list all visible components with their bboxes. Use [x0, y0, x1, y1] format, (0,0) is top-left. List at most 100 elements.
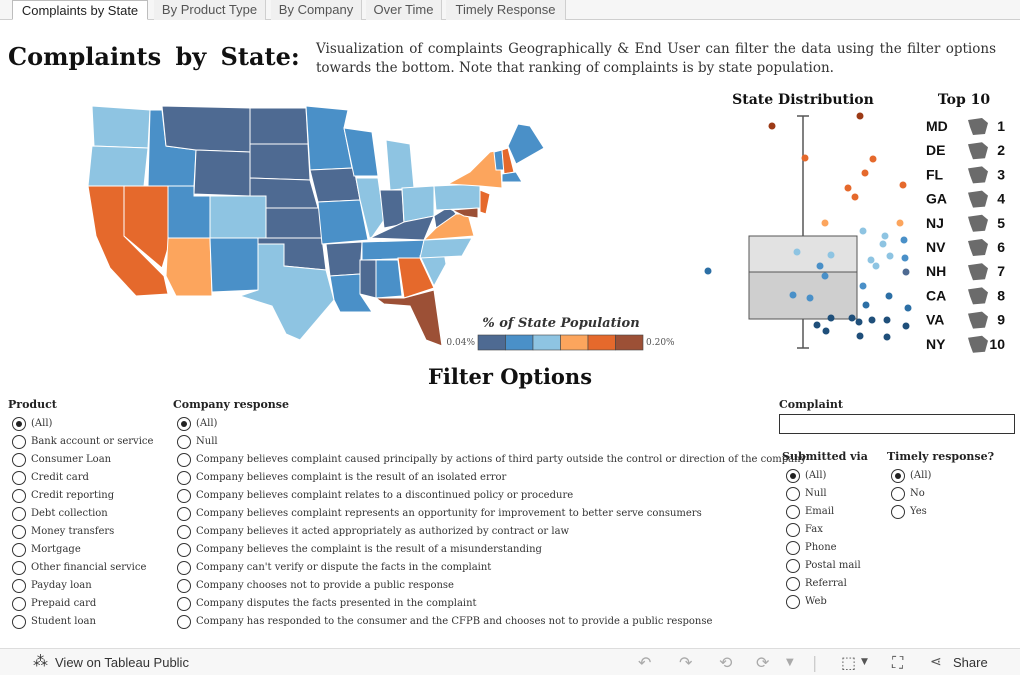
- tab-timely-response[interactable]: Timely Response: [446, 0, 566, 20]
- radio-button-icon[interactable]: [177, 435, 191, 449]
- refresh-dropdown-icon[interactable]: ▼: [786, 657, 794, 668]
- top10-state-label: NV: [926, 239, 946, 255]
- radio-button-icon[interactable]: [786, 487, 800, 501]
- distribution-point: [900, 236, 908, 244]
- state-KS[interactable]: [265, 207, 323, 239]
- state-CO[interactable]: [209, 195, 267, 239]
- radio-button-icon[interactable]: [12, 561, 26, 575]
- state-NM[interactable]: [209, 237, 259, 293]
- radio-button-icon[interactable]: [177, 615, 191, 629]
- us-choropleth-map[interactable]: [87, 105, 545, 347]
- radio-option-label: Company can't verify or dispute the fact…: [196, 562, 492, 573]
- state-ME[interactable]: [507, 123, 545, 165]
- share-icon[interactable]: ⋖: [930, 654, 942, 670]
- download-icon[interactable]: ⬚: [841, 653, 857, 672]
- radio-button-icon[interactable]: [12, 489, 26, 503]
- radio-button-icon[interactable]: [786, 469, 800, 483]
- undo-icon[interactable]: ↶: [638, 653, 652, 672]
- state-MD[interactable]: [450, 207, 479, 219]
- complaint-search-input[interactable]: [779, 414, 1015, 434]
- distribution-point: [861, 169, 869, 177]
- download-dropdown-icon[interactable]: ▼: [861, 657, 868, 667]
- state-WA[interactable]: [91, 105, 151, 149]
- share-button[interactable]: Share: [953, 655, 988, 670]
- radio-button-icon[interactable]: [177, 417, 191, 431]
- tab-over-time[interactable]: Over Time: [366, 0, 442, 20]
- state-TX[interactable]: [238, 243, 335, 341]
- radio-button-icon[interactable]: [12, 579, 26, 593]
- state-MI[interactable]: [385, 139, 415, 191]
- radio-button-icon[interactable]: [891, 505, 905, 519]
- state-IN[interactable]: [379, 189, 405, 229]
- state-IL[interactable]: [355, 177, 385, 242]
- radio-button-icon[interactable]: [177, 453, 191, 467]
- state-NC[interactable]: [419, 237, 473, 259]
- radio-button-icon[interactable]: [12, 471, 26, 485]
- distribution-point: [848, 314, 856, 322]
- fullscreen-icon[interactable]: ⛶: [892, 653, 904, 672]
- radio-button-icon[interactable]: [12, 615, 26, 629]
- radio-button-icon[interactable]: [177, 507, 191, 521]
- radio-button-icon[interactable]: [12, 597, 26, 611]
- radio-option-label: Company believes complaint is the result…: [196, 472, 507, 483]
- state-MT[interactable]: [161, 105, 251, 153]
- state-MO[interactable]: [317, 199, 369, 245]
- tab-by-product-type[interactable]: By Product Type: [154, 0, 266, 20]
- state-IA[interactable]: [309, 167, 361, 203]
- state-WY[interactable]: [193, 149, 251, 197]
- tab-by-company[interactable]: By Company: [271, 0, 362, 20]
- radio-button-icon[interactable]: [177, 597, 191, 611]
- radio-button-icon[interactable]: [177, 489, 191, 503]
- redo-icon[interactable]: ↷: [679, 653, 693, 672]
- radio-button-icon[interactable]: [786, 595, 800, 609]
- state-FL[interactable]: [374, 289, 443, 347]
- radio-button-icon[interactable]: [12, 507, 26, 521]
- radio-button-icon[interactable]: [12, 525, 26, 539]
- radio-button-icon[interactable]: [12, 435, 26, 449]
- state-OR[interactable]: [87, 145, 149, 187]
- radio-button-icon[interactable]: [891, 469, 905, 483]
- state-GA[interactable]: [397, 257, 435, 299]
- distribution-point: [822, 327, 830, 335]
- radio-button-icon[interactable]: [177, 525, 191, 539]
- radio-button-icon[interactable]: [786, 577, 800, 591]
- radio-option-label: Company chooses not to provide a public …: [196, 580, 454, 591]
- state-NY[interactable]: [446, 149, 503, 189]
- radio-button-icon[interactable]: [12, 453, 26, 467]
- top10-rank-label: 8: [997, 287, 1005, 303]
- radio-button-icon[interactable]: [177, 471, 191, 485]
- radio-button-icon[interactable]: [12, 543, 26, 557]
- refresh-icon[interactable]: ⟳: [756, 653, 770, 672]
- state-MN[interactable]: [305, 105, 353, 171]
- top10-state-shape-icon: [968, 287, 988, 305]
- radio-option-label: Prepaid card: [31, 598, 97, 609]
- radio-button-icon[interactable]: [786, 541, 800, 555]
- view-on-tableau-public-link[interactable]: View on Tableau Public: [55, 655, 189, 670]
- radio-button-icon[interactable]: [786, 505, 800, 519]
- state-MA[interactable]: [501, 171, 523, 183]
- state-AR[interactable]: [325, 241, 363, 277]
- state-AL[interactable]: [375, 259, 403, 299]
- distribution-point: [789, 291, 797, 299]
- top10-state-shape-icon: [968, 166, 988, 184]
- tab-complaints-by-state[interactable]: Complaints by State: [12, 0, 148, 20]
- state-PA[interactable]: [433, 183, 481, 211]
- state-MS[interactable]: [359, 259, 377, 299]
- radio-button-icon[interactable]: [786, 523, 800, 537]
- state-NJ[interactable]: [479, 189, 491, 215]
- radio-button-icon[interactable]: [177, 561, 191, 575]
- radio-button-icon[interactable]: [177, 543, 191, 557]
- state-ND[interactable]: [249, 107, 309, 145]
- radio-button-icon[interactable]: [891, 487, 905, 501]
- radio-button-icon[interactable]: [786, 559, 800, 573]
- distribution-point: [851, 193, 859, 201]
- state-WI[interactable]: [343, 127, 379, 177]
- radio-button-icon[interactable]: [12, 417, 26, 431]
- radio-button-icon[interactable]: [177, 579, 191, 593]
- distribution-point: [827, 251, 835, 259]
- state-SD[interactable]: [249, 143, 311, 181]
- legend-swatch: [477, 334, 506, 351]
- revert-icon[interactable]: ⟲: [719, 653, 733, 672]
- radio-option-label: Company believes the complaint is the re…: [196, 544, 542, 555]
- state-AZ[interactable]: [165, 237, 213, 297]
